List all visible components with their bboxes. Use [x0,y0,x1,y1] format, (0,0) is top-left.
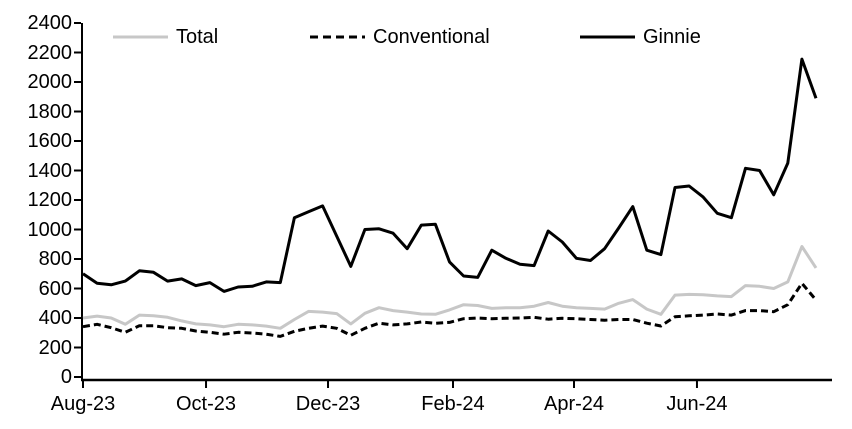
x-axis-tick-label: Feb-24 [421,393,485,415]
x-axis-tick-label: Jun-24 [666,393,728,415]
legend-label: Total [176,25,219,48]
x-axis-tick-label: Dec-23 [295,393,361,415]
y-axis-tick-label: 0 [60,366,72,388]
legend-swatch-ginnie [580,35,635,39]
y-axis-tick-label: 800 [38,248,72,270]
x-axis-tick-label: Aug-23 [50,393,116,415]
y-axis-tick-label: 1800 [27,100,73,123]
series-line-ginnie [82,57,818,293]
legend-label: Conventional [373,25,490,48]
y-axis-tick-label: 400 [38,307,72,329]
y-axis-tick-label: 1200 [27,189,73,211]
legend-item-conventional: Conventional [310,26,490,48]
x-axis-tick-label: Oct-23 [176,393,237,415]
y-axis-tick-label: 1400 [27,159,73,182]
legend-label: Ginnie [643,25,701,48]
series-line-conventional [82,281,818,338]
y-axis-tick-label: 2200 [27,41,73,64]
legend-item-ginnie: Ginnie [580,26,701,48]
y-axis-tick-label: 600 [38,277,72,300]
y-axis-tick-label: 2000 [27,71,73,93]
y-axis-tick-label: 200 [38,336,72,359]
y-axis-tick-label: 1000 [27,218,73,241]
legend-swatch-conventional [310,35,365,39]
legend-item-total: Total [113,26,218,48]
legend-swatch-total [113,35,168,39]
x-axis-tick-label: Apr-24 [543,393,605,415]
series-line-total [82,245,818,330]
y-axis-tick-label: 2400 [27,12,73,34]
y-axis-tick-label: 1600 [27,130,73,152]
